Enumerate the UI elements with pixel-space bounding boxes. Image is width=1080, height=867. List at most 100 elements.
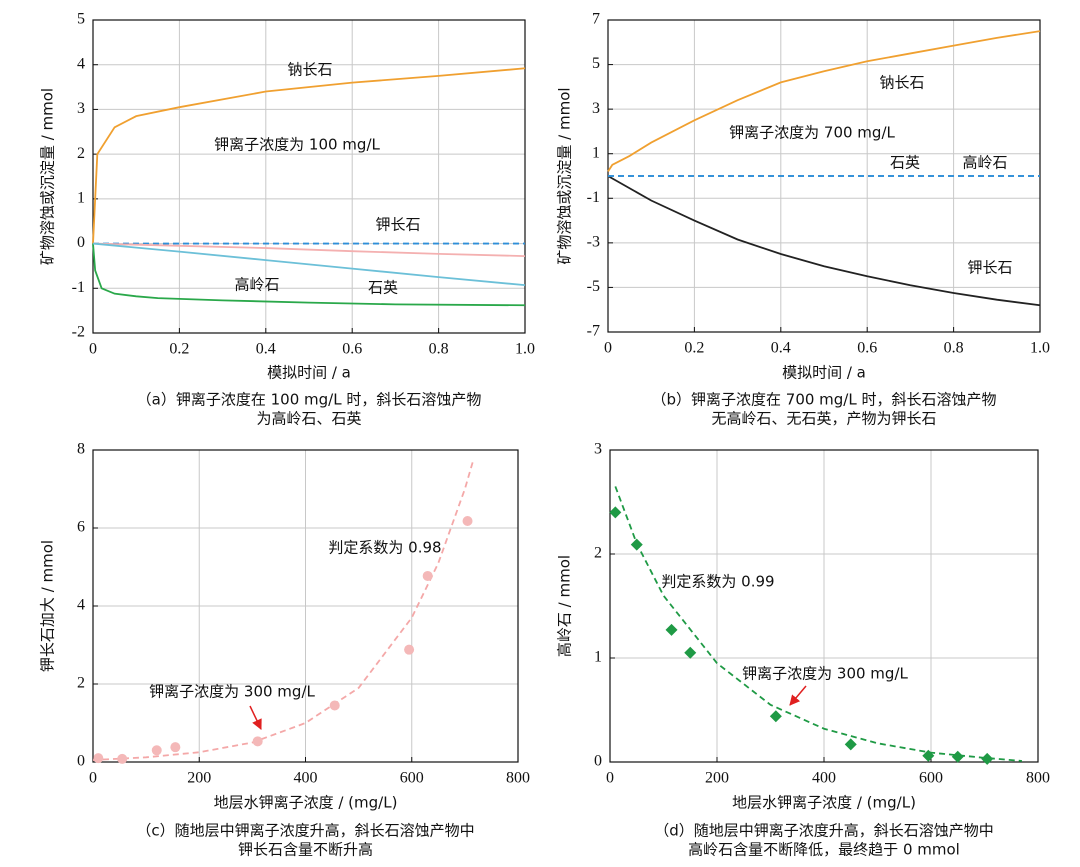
series-label: 石英 (368, 279, 398, 297)
point (252, 736, 263, 747)
series-line (92, 242, 526, 257)
y-tick-label: 4 (77, 55, 85, 72)
point (684, 646, 697, 659)
y-tick-label: 3 (592, 100, 600, 117)
y-tick-label: 5 (77, 11, 85, 28)
point (981, 752, 994, 765)
panel: 0 0.2 0.4 0.6 0.8 1.0 -2 -1 0 1 2 3 4 5 矿物溶蚀或沉淀量 / mmo… (39, 11, 536, 428)
x-tick-label: 0.2 (169, 341, 189, 358)
series-line (92, 243, 526, 307)
x-tick-label: 200 (187, 770, 211, 787)
x-axis-title: 模拟时间 / a (782, 364, 866, 382)
point (329, 700, 340, 711)
x-tick-label: 0.6 (857, 340, 877, 357)
y-axis-title: 矿物溶蚀或沉淀量 / mmol (556, 87, 574, 264)
x-tick-label: 0 (604, 340, 612, 357)
x-tick-label: 200 (705, 770, 729, 787)
y-tick-label: -5 (587, 278, 600, 295)
x-axis-title: 模拟时间 / a (267, 364, 351, 382)
y-axis-title: 矿物溶蚀或沉淀量 / mmol (39, 88, 57, 265)
x-tick-label: 0.8 (429, 341, 449, 358)
x-tick-label: 1.0 (1030, 340, 1050, 357)
series-label: 石英 (890, 154, 920, 172)
y-tick-label: -3 (587, 234, 600, 251)
point (117, 753, 128, 764)
x-tick-label: 0.4 (771, 340, 791, 357)
series-label: 钾长石 (967, 259, 1012, 277)
y-tick-label: 7 (592, 11, 600, 28)
y-tick-label: -7 (587, 323, 600, 340)
point (151, 745, 162, 756)
point (404, 644, 415, 655)
x-tick-label: 0.2 (684, 340, 704, 357)
x-axis-title: 地层水钾离子浓度 / (mg/L) (732, 794, 916, 812)
y-tick-label: 0 (77, 234, 85, 251)
x-tick-label: 1.0 (515, 341, 535, 358)
plot-frame (92, 19, 526, 334)
caption: （b）钾离子浓度在 700 mg/L 时，斜长石溶蚀产物 (651, 391, 996, 409)
y-tick-label: 6 (77, 519, 85, 536)
series-label: 钠长石 (879, 74, 924, 92)
x-tick-label: 0.8 (944, 340, 964, 357)
y-tick-label: 8 (77, 441, 85, 458)
x-tick-label: 400 (812, 770, 836, 787)
y-tick-label: 3 (594, 441, 602, 458)
y-tick-label: 2 (77, 145, 85, 162)
series-line (92, 242, 526, 287)
y-tick-label: 4 (77, 597, 85, 614)
x-tick-label: 800 (1026, 770, 1050, 787)
panel: 0 200 400 600 800 0 2 4 6 8 钾长石加大 / mmol 地层水钾离子浓度 /… (39, 441, 531, 859)
point (769, 710, 782, 723)
point (609, 506, 622, 519)
x-tick-label: 0.6 (342, 341, 362, 358)
arrow (249, 705, 262, 730)
point (844, 738, 857, 751)
caption: 钾长石含量不断升高 (238, 841, 373, 859)
series-label: 钾长石 (375, 216, 420, 234)
series-line (607, 175, 1041, 307)
x-tick-label: 0 (606, 770, 614, 787)
caption: （c）随地层中钾离子浓度升高，斜长石溶蚀产物中 (136, 822, 474, 840)
y-tick-label: 2 (594, 545, 602, 562)
point (922, 749, 935, 762)
x-tick-label: 0 (89, 341, 97, 358)
point (93, 753, 104, 764)
y-tick-label: 5 (592, 55, 600, 72)
x-tick-label: 0.4 (256, 341, 276, 358)
annotation: 判定系数为 0.99 (661, 573, 774, 591)
annotation: 钾离子浓度为 100 mg/L (214, 136, 380, 154)
caption: 无高岭石、无石英，产物为钾长石 (711, 410, 936, 428)
caption: （d）随地层中钾离子浓度升高，斜长石溶蚀产物中 (654, 822, 994, 840)
series-label: 钠长石 (287, 61, 332, 79)
y-tick-label: -1 (72, 279, 85, 296)
point (170, 742, 181, 753)
annotation: 钾离子浓度为 300 mg/L (149, 683, 315, 701)
y-tick-label: 0 (77, 753, 85, 770)
series-label: 高岭石 (234, 276, 279, 294)
trend-line (614, 486, 1023, 762)
series-line (92, 67, 526, 244)
series-line (607, 30, 1041, 173)
x-tick-label: 400 (294, 770, 318, 787)
x-tick-label: 0 (89, 770, 97, 787)
caption: 为高岭石、石英 (256, 410, 361, 428)
trend-line (92, 461, 474, 761)
panel: 0 0.2 0.4 0.6 0.8 1.0 -7 -5 -3 -1 1 3 5 7 矿物溶蚀或沉淀量 / m… (556, 11, 1051, 428)
point (462, 515, 473, 526)
point (665, 623, 678, 636)
caption: （a）钾离子浓度在 100 mg/L 时，斜长石溶蚀产物 (137, 391, 482, 409)
caption: 高岭石含量不断降低，最终趋于 0 mmol (688, 841, 960, 859)
x-tick-label: 600 (400, 770, 424, 787)
plot-frame (92, 449, 519, 763)
annotation: 钾离子浓度为 700 mg/L (729, 124, 895, 142)
y-tick-label: 2 (77, 675, 85, 692)
point (630, 538, 643, 551)
y-tick-label: 3 (77, 100, 85, 117)
y-tick-label: 0 (594, 753, 602, 770)
arrow (789, 685, 807, 706)
y-tick-label: -2 (72, 324, 85, 341)
y-tick-label: 1 (592, 144, 600, 161)
panel: 0 200 400 600 800 0 1 2 3 高岭石 / mmol 地层水钾离子浓度 / (m… (556, 441, 1051, 859)
y-axis-title: 高岭石 / mmol (556, 555, 574, 657)
